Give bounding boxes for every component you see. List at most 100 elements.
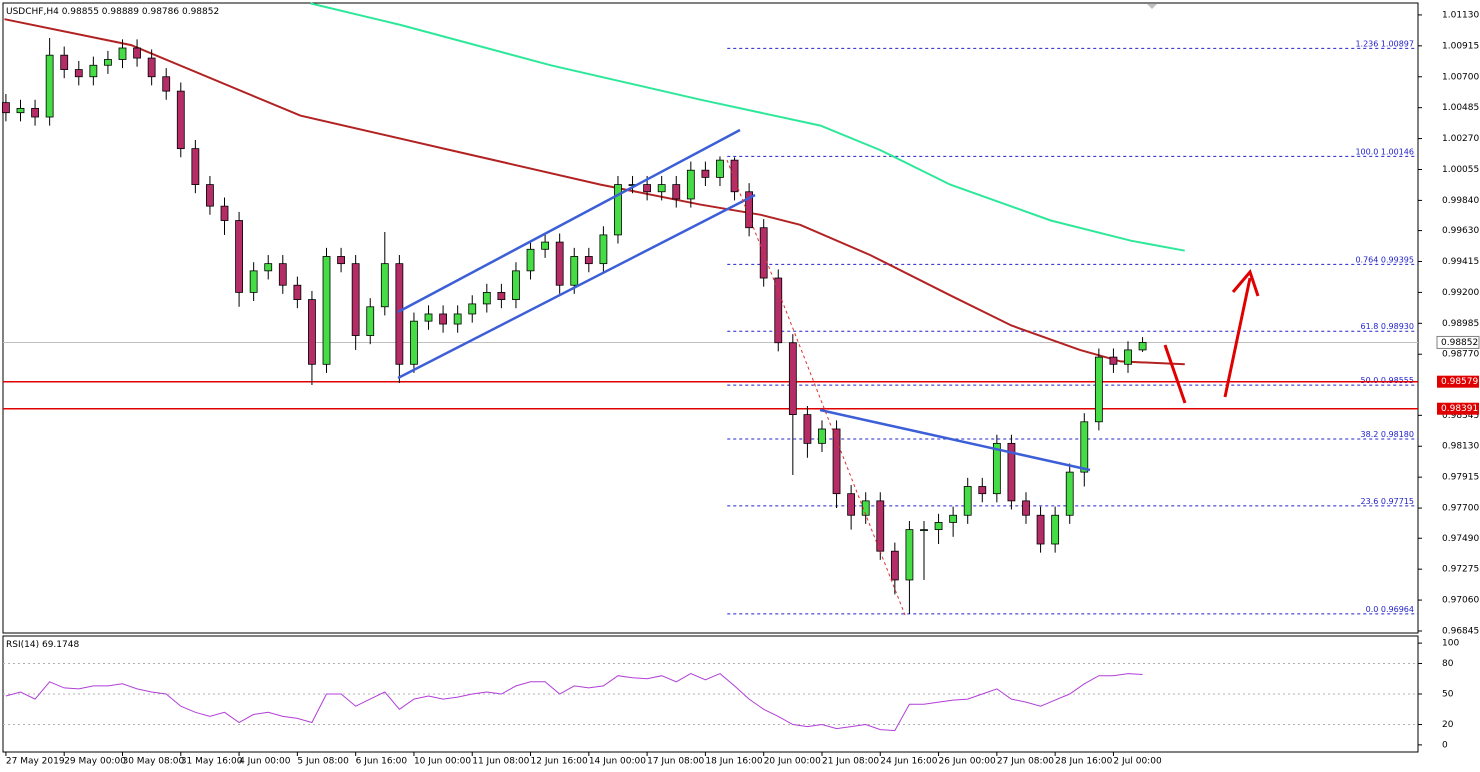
candle xyxy=(876,492,885,560)
last-price-label: 0.98852 xyxy=(1441,338,1478,348)
x-tick-label: 20 Jun 00:00 xyxy=(764,757,821,767)
candle-body xyxy=(235,220,243,293)
candle-body xyxy=(847,493,856,516)
candle xyxy=(439,305,447,333)
y-tick-label: 1.00270 xyxy=(1442,134,1479,144)
candle xyxy=(74,60,83,86)
y-tick-label: 0.98985 xyxy=(1442,319,1479,329)
ohlc-close: 0.98852 xyxy=(182,7,219,17)
candle xyxy=(31,99,39,126)
candle xyxy=(672,175,681,208)
candle xyxy=(526,240,535,280)
x-tick-label: 26 Jun 00:00 xyxy=(939,757,996,767)
candle xyxy=(570,247,579,294)
candle-body xyxy=(104,59,112,66)
y-tick-label: 1.00915 xyxy=(1442,41,1479,51)
candle xyxy=(162,68,171,100)
candle xyxy=(992,434,1001,503)
candle-body xyxy=(89,64,98,78)
candle xyxy=(410,312,418,373)
candle-body xyxy=(774,277,783,344)
candle-body xyxy=(191,148,200,185)
rsi-tick-label: 20 xyxy=(1442,720,1454,730)
candle xyxy=(890,542,899,595)
fib-level-text: 0.764 xyxy=(1355,255,1378,264)
candle xyxy=(1080,413,1089,487)
candle-body xyxy=(599,234,608,265)
candle xyxy=(293,276,302,309)
candle xyxy=(1094,348,1103,431)
x-tick-label: 17 Jun 08:00 xyxy=(647,757,704,767)
rsi-tick-label: 100 xyxy=(1442,639,1459,649)
candle-body xyxy=(1138,342,1147,351)
candle xyxy=(920,521,928,580)
candle-body xyxy=(934,522,943,531)
candle-body xyxy=(584,256,593,265)
x-tick-label: 10 Jun 00:00 xyxy=(414,757,471,767)
candle-body xyxy=(832,428,841,495)
x-tick-label: 12 Jun 16:00 xyxy=(531,757,588,767)
candle xyxy=(337,247,345,273)
candle xyxy=(1022,492,1030,524)
candle xyxy=(104,50,112,74)
candle-body xyxy=(380,263,389,308)
candle xyxy=(235,211,243,307)
fib-label: 100.0 1.00146 xyxy=(1355,147,1414,156)
candle-body xyxy=(570,256,579,286)
candle xyxy=(1007,434,1016,510)
y-tick-label: 0.97275 xyxy=(1442,565,1479,575)
x-tick-label: 21 Jun 08:00 xyxy=(822,757,879,767)
candle xyxy=(599,226,608,273)
candle xyxy=(905,521,914,614)
rsi-tick-label: 0 xyxy=(1442,740,1448,750)
candle-body xyxy=(322,256,331,365)
fib-price-text: 0.98930 xyxy=(1381,322,1414,331)
candle xyxy=(745,183,754,237)
candle xyxy=(716,156,724,187)
channel-lower xyxy=(397,193,756,380)
candle xyxy=(380,232,389,316)
x-tick-label: 24 Jun 16:00 xyxy=(880,757,937,767)
candle-body xyxy=(963,486,972,516)
ohlc-high: 0.98889 xyxy=(102,7,139,17)
candle xyxy=(1036,506,1045,553)
candle-body xyxy=(541,241,550,250)
level-label: 0.98579 xyxy=(1441,377,1478,387)
rsi-value: 69.1748 xyxy=(42,640,79,650)
candle xyxy=(978,477,987,503)
candle xyxy=(497,283,506,309)
y-tick-label: 0.97915 xyxy=(1442,473,1479,483)
candle xyxy=(861,492,870,524)
y-tick-label: 0.98130 xyxy=(1442,442,1479,452)
x-tick-label: 4 Jun 00:00 xyxy=(239,757,291,767)
candle xyxy=(133,39,141,67)
symbol: USDCHF,H4 xyxy=(6,7,59,17)
candle xyxy=(759,219,768,287)
fib-level-text: 1.236 xyxy=(1355,39,1378,48)
channel-upper xyxy=(397,128,741,314)
candle xyxy=(555,233,564,294)
ohlc-open: 0.98855 xyxy=(62,7,99,17)
candle-body xyxy=(337,256,345,265)
candle-body xyxy=(439,313,447,325)
level-label-box xyxy=(1437,402,1479,415)
fib-label: 0.0 0.96964 xyxy=(1366,604,1414,613)
candle xyxy=(701,161,710,187)
candle-body xyxy=(905,529,914,581)
candle xyxy=(774,269,783,352)
fib-label: 38.2 0.98180 xyxy=(1361,430,1414,439)
candle xyxy=(264,255,273,280)
candle-body xyxy=(861,500,870,516)
candle-body xyxy=(147,57,156,78)
candle-body xyxy=(512,270,520,300)
fib-price-text: 1.00146 xyxy=(1381,147,1414,156)
candle xyxy=(512,262,520,309)
x-tick-label: 30 May 08:00 xyxy=(122,757,184,767)
arrow-down xyxy=(1163,344,1187,404)
candle-body xyxy=(701,169,710,178)
fib-label: 1.236 1.00897 xyxy=(1355,39,1414,48)
candle-body xyxy=(992,442,1001,495)
candle-body xyxy=(74,69,83,78)
candle xyxy=(1065,463,1074,524)
